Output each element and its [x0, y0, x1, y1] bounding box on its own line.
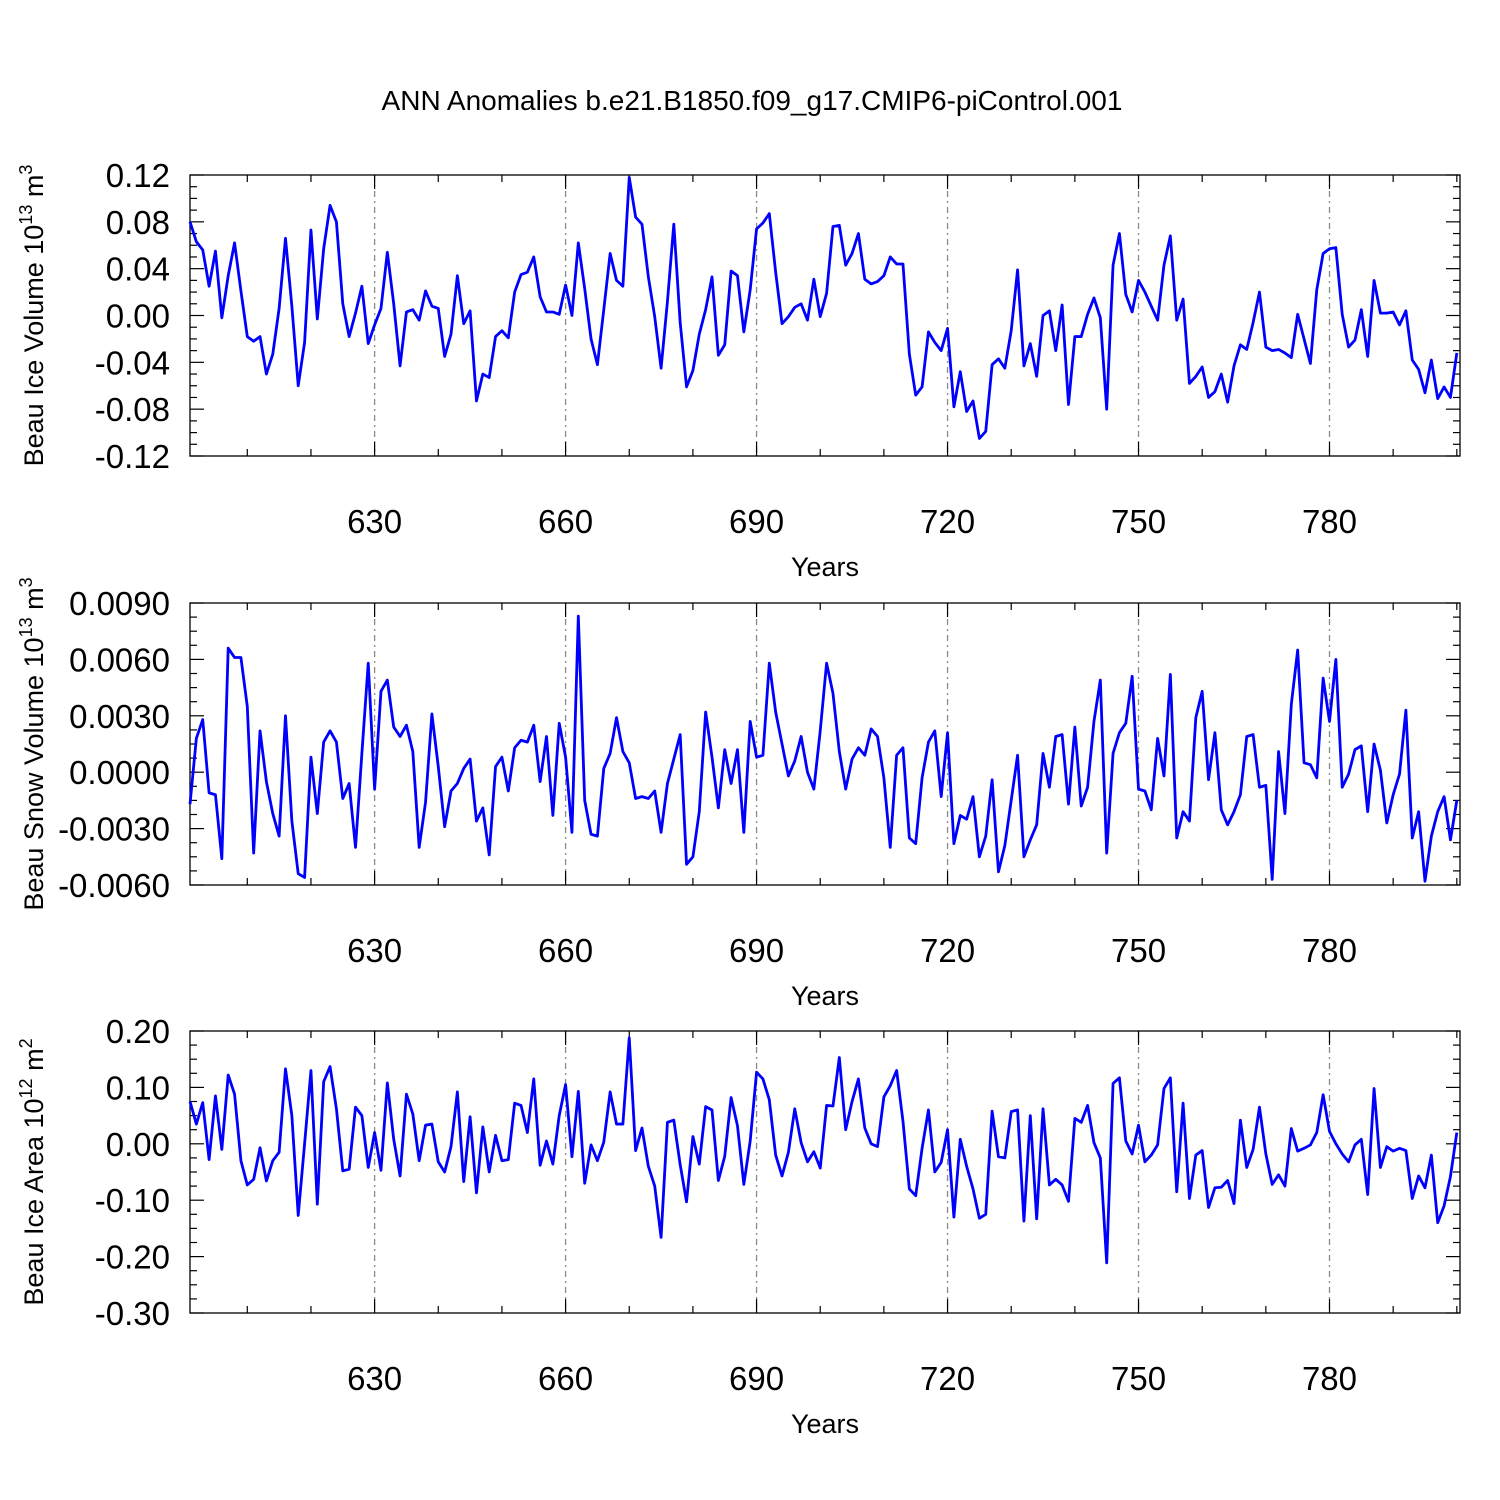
x-tick-label: 660 [538, 503, 593, 540]
x-tick-label: 780 [1302, 932, 1357, 969]
y-tick-label: -0.20 [95, 1239, 170, 1276]
y-tick-label: 0.00 [106, 1126, 170, 1163]
x-tick-label: 630 [347, 932, 402, 969]
y-tick-label: 0.04 [106, 251, 170, 288]
y-axis-label-unit: m [19, 175, 49, 205]
y-tick-label: 0.0000 [69, 754, 170, 791]
x-tick-label: 630 [347, 503, 402, 540]
y-axis-label-text: Beau Ice Area 10 [19, 1098, 49, 1305]
y-tick-label: -0.04 [95, 344, 170, 381]
panels-group: 0.12 0.08 0.04 0.00 -0.04 -0.08 -0.12 630 660 690… [16, 157, 1461, 1439]
plot-frame [189, 174, 1461, 457]
y-tick-label: 0.0030 [69, 698, 170, 735]
x-tick-label: 750 [1111, 1360, 1166, 1397]
y-tick-label: 0.0090 [69, 585, 170, 622]
plot-frame [189, 1030, 1461, 1314]
x-axis-label: Years [791, 552, 859, 582]
y-axis-label-unit: m [19, 1048, 49, 1078]
y-tick-label: 0.00 [106, 298, 170, 335]
x-tick-label: 660 [538, 1360, 593, 1397]
x-tick-label: 690 [729, 1360, 784, 1397]
y-axis-label: Beau Ice Area 1012 m2 [16, 1038, 49, 1305]
y-tick-label: 0.20 [106, 1013, 170, 1050]
y-tick-label: 0.12 [106, 157, 170, 194]
x-axis-label: Years [791, 1409, 859, 1439]
y-tick-label: 0.0060 [69, 641, 170, 678]
plot-frame [189, 602, 1461, 886]
x-tick-label: 660 [538, 932, 593, 969]
figure-title: ANN Anomalies b.e21.B1850.f09_g17.CMIP6-… [382, 85, 1123, 116]
y-axis-label-unit-exponent: 2 [16, 1038, 36, 1048]
x-tick-label: 780 [1302, 503, 1357, 540]
x-tick-label: 750 [1111, 503, 1166, 540]
y-tick-label: -0.0030 [58, 811, 170, 848]
y-axis-label: Beau Snow Volume 1013 m3 [16, 577, 49, 910]
x-tick-label: 720 [920, 503, 975, 540]
y-tick-label: 0.08 [106, 204, 170, 241]
y-tick-label: -0.10 [95, 1182, 170, 1219]
x-tick-label: 630 [347, 1360, 402, 1397]
y-axis-label-exponent: 12 [16, 1078, 36, 1098]
y-tick-label: -0.12 [95, 438, 170, 475]
x-tick-label: 690 [729, 932, 784, 969]
x-tick-label: 780 [1302, 1360, 1357, 1397]
y-axis-label-text: Beau Snow Volume 10 [19, 637, 49, 910]
x-tick-label: 750 [1111, 932, 1166, 969]
chart-panel-3: 0.20 0.10 0.00 -0.10 -0.20 -0.30 630 660 690 720 7… [16, 1013, 1461, 1439]
series-line [188, 1036, 1459, 1265]
y-axis-label-unit: m [19, 587, 49, 617]
series-line [188, 614, 1459, 883]
y-axis-label-unit-exponent: 3 [16, 165, 36, 175]
x-tick-label: 720 [920, 1360, 975, 1397]
x-tick-label: 690 [729, 503, 784, 540]
y-axis-label: Beau Ice Volume 1013 m3 [16, 165, 49, 467]
y-tick-label: 0.10 [106, 1069, 170, 1106]
y-axis-label-text: Beau Ice Volume 10 [19, 225, 49, 467]
series-line [188, 175, 1459, 440]
x-tick-label: 720 [920, 932, 975, 969]
y-axis-label-exponent: 13 [16, 617, 36, 637]
chart-panel-1: 0.12 0.08 0.04 0.00 -0.04 -0.08 -0.12 630 660 690… [16, 157, 1461, 582]
y-tick-label: -0.30 [95, 1295, 170, 1332]
y-tick-label: -0.08 [95, 391, 170, 428]
x-axis-label: Years [791, 981, 859, 1011]
y-axis-label-exponent: 13 [16, 205, 36, 225]
y-axis-label-unit-exponent: 3 [16, 577, 36, 587]
y-tick-label: -0.0060 [58, 867, 170, 904]
chart-panel-2: 0.0090 0.0060 0.0030 0.0000 -0.0030 -0.0060 63… [16, 577, 1461, 1011]
